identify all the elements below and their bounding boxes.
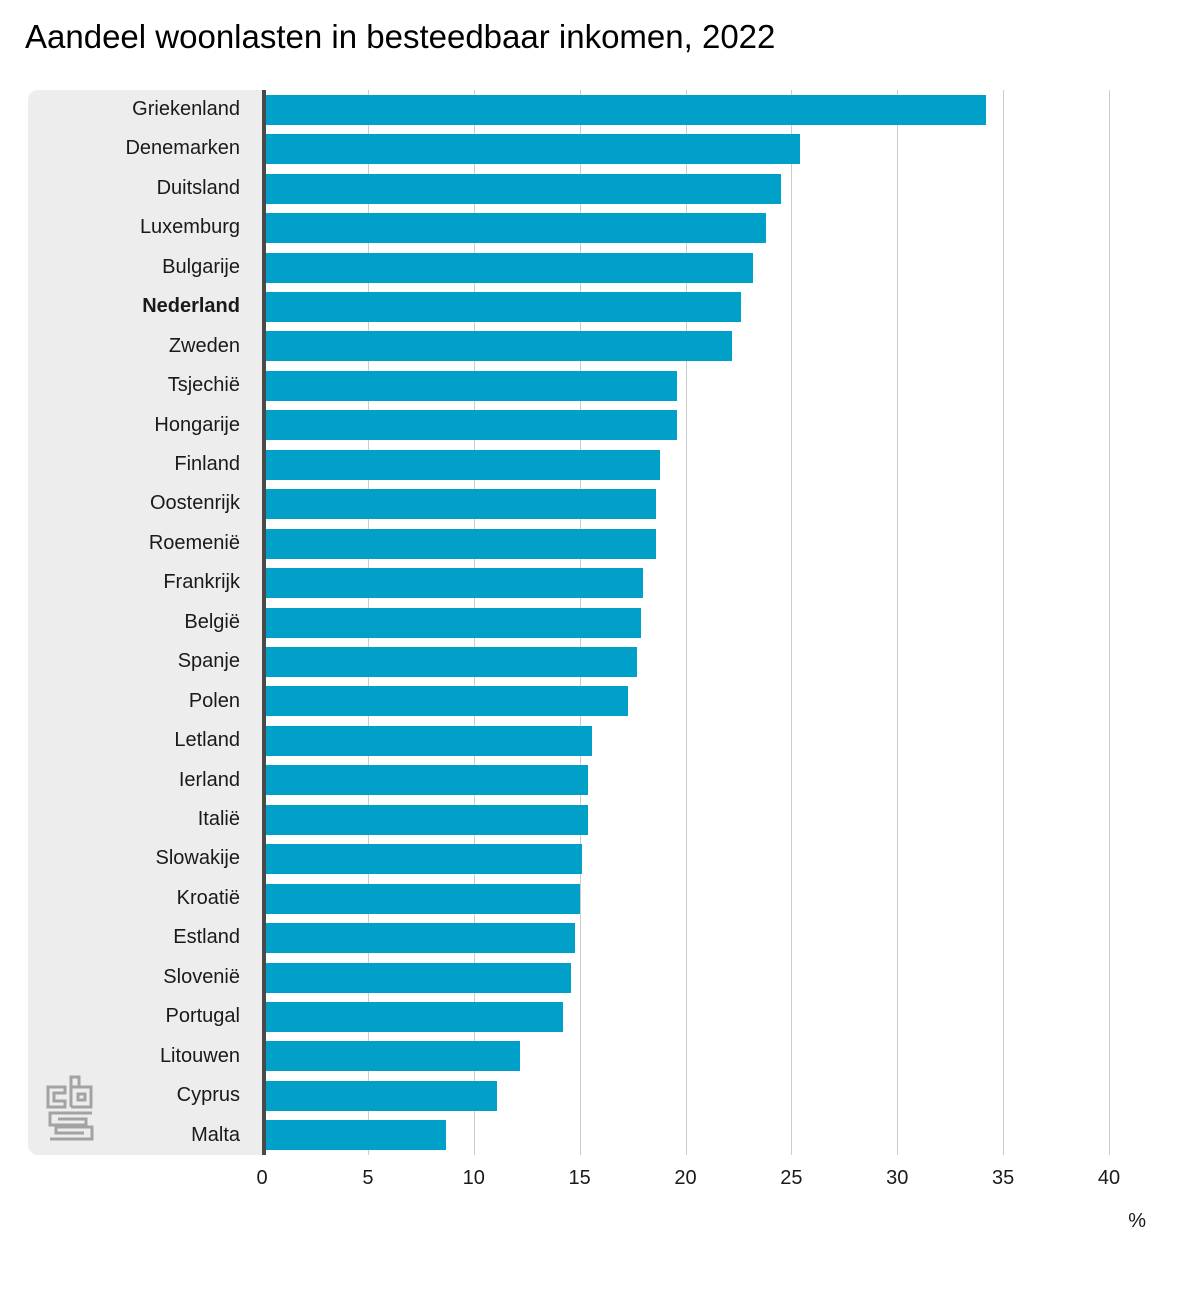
bar-bulgarije[interactable] [262, 252, 754, 283]
category-label-litouwen: Litouwen [159, 1044, 240, 1067]
category-label-belgië: België [184, 610, 240, 633]
bar-denemarken[interactable] [262, 134, 800, 165]
bar-letland[interactable] [262, 725, 593, 756]
bar-luxemburg[interactable] [262, 213, 766, 244]
gridline-30 [897, 90, 899, 1155]
x-tick-label-5: 5 [362, 1167, 374, 1189]
category-label-italië: Italië [197, 808, 240, 830]
category-label-cyprus: Cyprus [176, 1084, 240, 1107]
category-label-nederland: Nederland [142, 295, 240, 318]
x-tick-label-30: 30 [886, 1167, 909, 1189]
gridline-25 [791, 90, 793, 1155]
x-tick-label-10: 10 [462, 1167, 485, 1189]
page-title: Aandeel woonlasten in besteedbaar inkome… [25, 18, 776, 55]
cbs-logo [46, 1075, 94, 1141]
chart-area: Griekenland Denemarken Duitsland Luxemburg B… [28, 90, 1176, 1232]
category-label-ierland: Ierland [178, 768, 240, 791]
y-axis-line [262, 90, 266, 1155]
category-label-estland: Estland [173, 926, 240, 949]
bar-nederland[interactable] [262, 291, 741, 322]
bar-portugal[interactable] [262, 1001, 563, 1032]
category-label-malta: Malta [191, 1123, 240, 1146]
bar-finland[interactable] [262, 449, 661, 480]
category-label-bulgarije: Bulgarije [162, 255, 240, 278]
bar-spanje[interactable] [262, 646, 637, 677]
bar-slovenië[interactable] [262, 962, 572, 993]
x-axis-unit-label: % [1128, 1210, 1146, 1232]
bar-tsjechië[interactable] [262, 370, 678, 401]
category-label-frankrijk: Frankrijk [163, 571, 240, 594]
category-label-zweden: Zweden [168, 334, 240, 357]
bar-slowakije[interactable] [262, 844, 582, 875]
bar-oostenrijk[interactable] [262, 489, 656, 520]
category-label-denemarken: Denemarken [125, 137, 240, 160]
category-label-panel: Griekenland Denemarken Duitsland Luxemburg B… [28, 90, 262, 1155]
bar-italië[interactable] [262, 804, 589, 835]
plot-area [262, 90, 1176, 1155]
category-label-oostenrijk: Oostenrijk [149, 492, 240, 515]
bar-zweden[interactable] [262, 331, 733, 362]
x-tick-label-15: 15 [568, 1167, 591, 1189]
category-label-tsjechië: Tsjechië [167, 374, 240, 397]
category-label-finland: Finland [174, 453, 240, 475]
bar-polen[interactable] [262, 686, 629, 717]
bar-hongarije[interactable] [262, 410, 678, 441]
x-tick-label-35: 35 [992, 1167, 1015, 1189]
bar-litouwen[interactable] [262, 1041, 521, 1072]
category-label-portugal: Portugal [165, 1005, 241, 1028]
gridline-40 [1109, 90, 1110, 1155]
x-tick-label-25: 25 [780, 1167, 803, 1189]
category-label-kroatië: Kroatië [176, 886, 240, 909]
category-label-spanje: Spanje [177, 650, 240, 673]
category-label-polen: Polen [188, 689, 240, 712]
bar-griekenland[interactable] [262, 94, 987, 125]
x-tick-label-20: 20 [674, 1167, 697, 1189]
bar-belgië[interactable] [262, 607, 642, 638]
category-label-luxemburg: Luxemburg [139, 216, 240, 239]
category-label-duitsland: Duitsland [156, 176, 240, 199]
category-label-letland: Letland [174, 729, 240, 752]
gridline-35 [1003, 90, 1005, 1155]
bar-roemenië[interactable] [262, 528, 656, 559]
category-label-slowakije: Slowakije [155, 847, 240, 870]
bar-malta[interactable] [262, 1120, 447, 1151]
bar-kroatië[interactable] [262, 883, 580, 914]
category-label-hongarije: Hongarije [154, 413, 240, 436]
bar-cyprus[interactable] [262, 1080, 498, 1111]
category-label-slovenië: Slovenië [163, 965, 240, 988]
category-label-roemenië: Roemenië [148, 531, 240, 554]
bar-ierland[interactable] [262, 765, 589, 796]
bar-frankrijk[interactable] [262, 568, 644, 599]
x-tick-label-0: 0 [256, 1167, 268, 1189]
x-tick-label-40: 40 [1097, 1167, 1121, 1189]
gridline-20 [685, 90, 687, 1155]
category-label-griekenland: Griekenland [132, 98, 240, 120]
bar-estland[interactable] [262, 923, 576, 954]
bar-duitsland[interactable] [262, 173, 781, 204]
